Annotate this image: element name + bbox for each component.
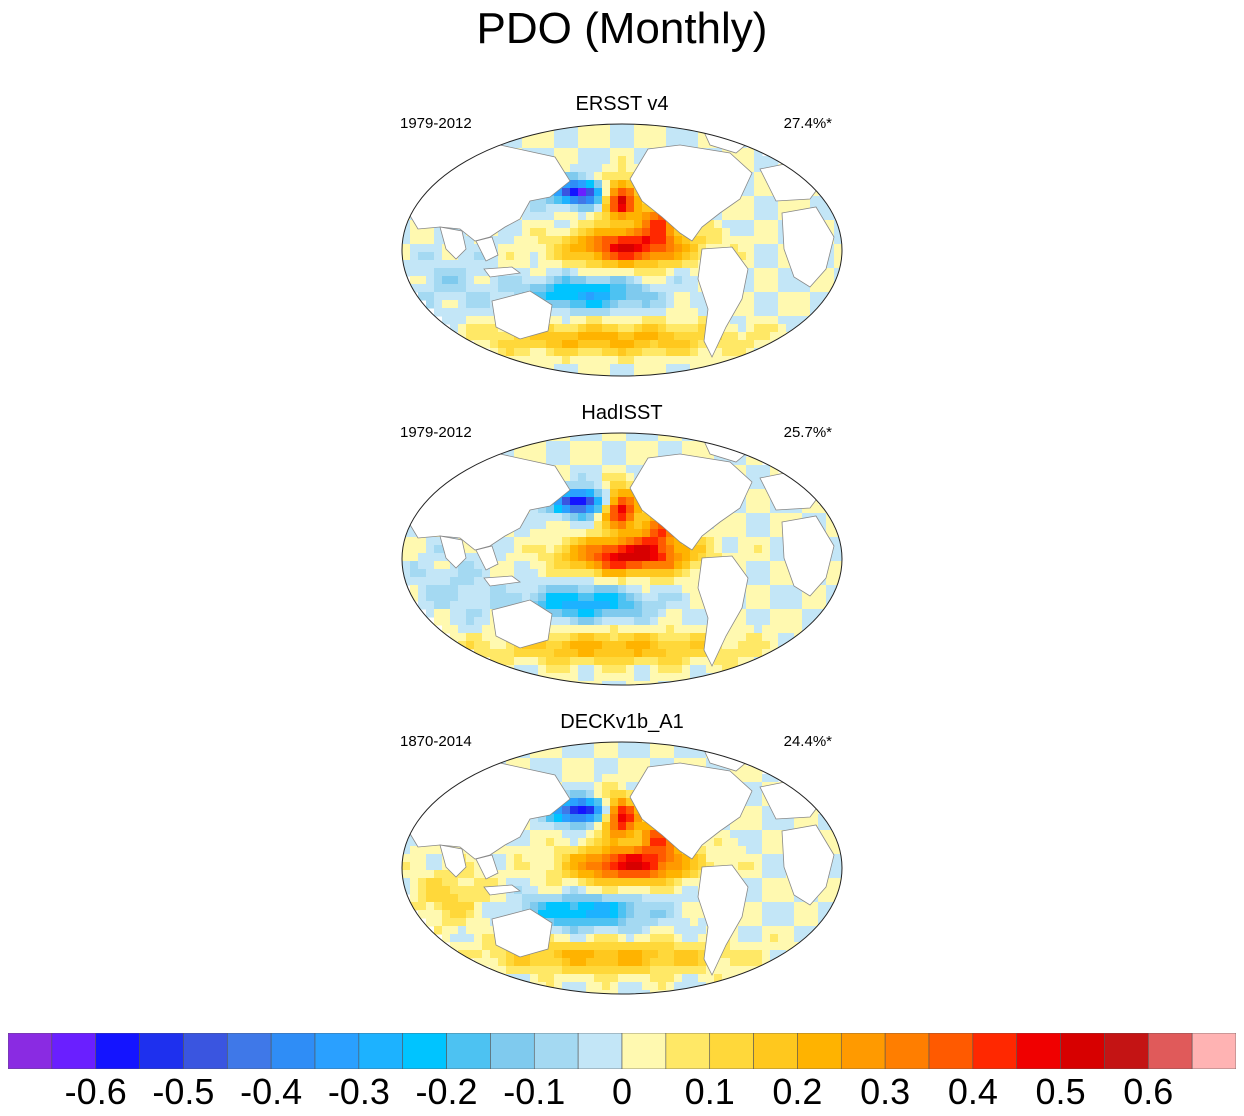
sst-anomaly-field bbox=[402, 433, 842, 685]
colorbar-tick-label: 0.4 bbox=[947, 1071, 998, 1112]
colorbar-swatch bbox=[1016, 1033, 1061, 1069]
map-border bbox=[401, 123, 843, 377]
world-map bbox=[401, 123, 843, 377]
colorbar-tick-label: 0.2 bbox=[772, 1071, 823, 1112]
map-panel-ersst: ERSST v4 1979-2012 27.4%* bbox=[380, 93, 864, 393]
colorbar-tick-label: -0.2 bbox=[415, 1071, 478, 1112]
colorbar-swatch bbox=[314, 1033, 360, 1069]
land-mass bbox=[483, 575, 522, 587]
world-map bbox=[401, 741, 843, 995]
land-mass bbox=[697, 555, 749, 667]
colorbar-swatch bbox=[51, 1033, 97, 1069]
land-mass bbox=[439, 226, 467, 260]
land-mass bbox=[475, 236, 499, 262]
colorbar-swatch bbox=[226, 1033, 272, 1069]
panel-variance-percent: 25.7%* bbox=[783, 424, 832, 441]
panel-variance-percent: 24.4%* bbox=[783, 733, 832, 750]
colorbar-tick-label: 0 bbox=[611, 1071, 633, 1112]
colorbar-tick-label: -0.4 bbox=[240, 1071, 303, 1112]
land-mass bbox=[697, 246, 749, 358]
panel-period: 1979-2012 bbox=[400, 424, 472, 441]
panel-title: DECKv1b_A1 bbox=[560, 711, 684, 733]
land-mass bbox=[629, 144, 753, 242]
colorbar-swatch bbox=[1191, 1033, 1236, 1069]
colorbar-tick-label: -0.3 bbox=[327, 1071, 390, 1112]
panel-variance-percent: 27.4%* bbox=[783, 115, 832, 132]
land-mass bbox=[483, 266, 522, 278]
colorbar-swatch bbox=[1147, 1033, 1193, 1069]
land-mass bbox=[781, 824, 835, 906]
colorbar-swatch bbox=[621, 1033, 667, 1069]
colorbar-tick-label: 0.3 bbox=[860, 1071, 911, 1112]
colorbar-swatch bbox=[95, 1033, 140, 1069]
world-map bbox=[401, 432, 843, 686]
colorbar-swatch bbox=[270, 1033, 316, 1069]
land-mass bbox=[491, 908, 553, 958]
colorbar-swatch bbox=[446, 1033, 491, 1069]
panel-title: HadISST bbox=[581, 402, 663, 424]
colorbar-swatch bbox=[533, 1033, 579, 1069]
map-border bbox=[401, 741, 843, 995]
colorbar-swatch bbox=[1060, 1033, 1105, 1069]
panel-title: ERSST v4 bbox=[575, 93, 669, 115]
land-mass bbox=[781, 515, 835, 597]
colorbar-swatch bbox=[884, 1033, 930, 1069]
panel-period: 1979-2012 bbox=[400, 115, 472, 132]
land-mass bbox=[491, 290, 553, 340]
colorbar-swatch bbox=[665, 1033, 711, 1069]
land-mass bbox=[781, 206, 835, 288]
land-mass bbox=[475, 545, 499, 571]
map-panel-deck: DECKv1b_A1 1870-2014 24.4%* bbox=[380, 711, 864, 1011]
land-mass bbox=[697, 864, 749, 976]
colorbar-swatch bbox=[358, 1033, 404, 1069]
map-panel-hadisst: HadISST 1979-2012 25.7%* bbox=[380, 402, 864, 702]
land-mass bbox=[439, 844, 467, 878]
colorbar-tick-label: 0.5 bbox=[1035, 1071, 1086, 1112]
colorbar-tick-label: -0.6 bbox=[64, 1071, 127, 1112]
colorbar-swatch bbox=[928, 1033, 974, 1069]
colorbar-swatch bbox=[139, 1033, 184, 1069]
colorbar-swatch bbox=[183, 1033, 228, 1069]
colorbar-swatch bbox=[972, 1033, 1018, 1069]
colorbar-swatch bbox=[797, 1033, 842, 1069]
colorbar-tick-label: 0.6 bbox=[1123, 1071, 1174, 1112]
colorbar-swatch bbox=[8, 1033, 53, 1069]
colorbar-tick-label: -0.1 bbox=[503, 1071, 566, 1112]
land-mass bbox=[629, 762, 753, 860]
map-border bbox=[401, 432, 843, 686]
colorbar-swatch bbox=[840, 1033, 886, 1069]
colorbar-swatch bbox=[753, 1033, 798, 1069]
colorbar-tick-label: -0.5 bbox=[152, 1071, 215, 1112]
colorbar-swatch bbox=[709, 1033, 754, 1069]
colorbar bbox=[8, 1033, 1236, 1069]
colorbar-swatch bbox=[577, 1033, 623, 1069]
land-mass bbox=[491, 599, 553, 649]
land-mass bbox=[629, 453, 753, 551]
land-mass bbox=[439, 535, 467, 569]
land-mass bbox=[475, 854, 499, 880]
colorbar-swatch bbox=[402, 1033, 447, 1069]
land-mass bbox=[483, 884, 522, 896]
panel-period: 1870-2014 bbox=[400, 733, 472, 750]
figure-title: PDO (Monthly) bbox=[476, 4, 768, 53]
colorbar-swatch bbox=[1104, 1033, 1149, 1069]
colorbar-swatch bbox=[490, 1033, 535, 1069]
colorbar-tick-label: 0.1 bbox=[684, 1071, 735, 1112]
